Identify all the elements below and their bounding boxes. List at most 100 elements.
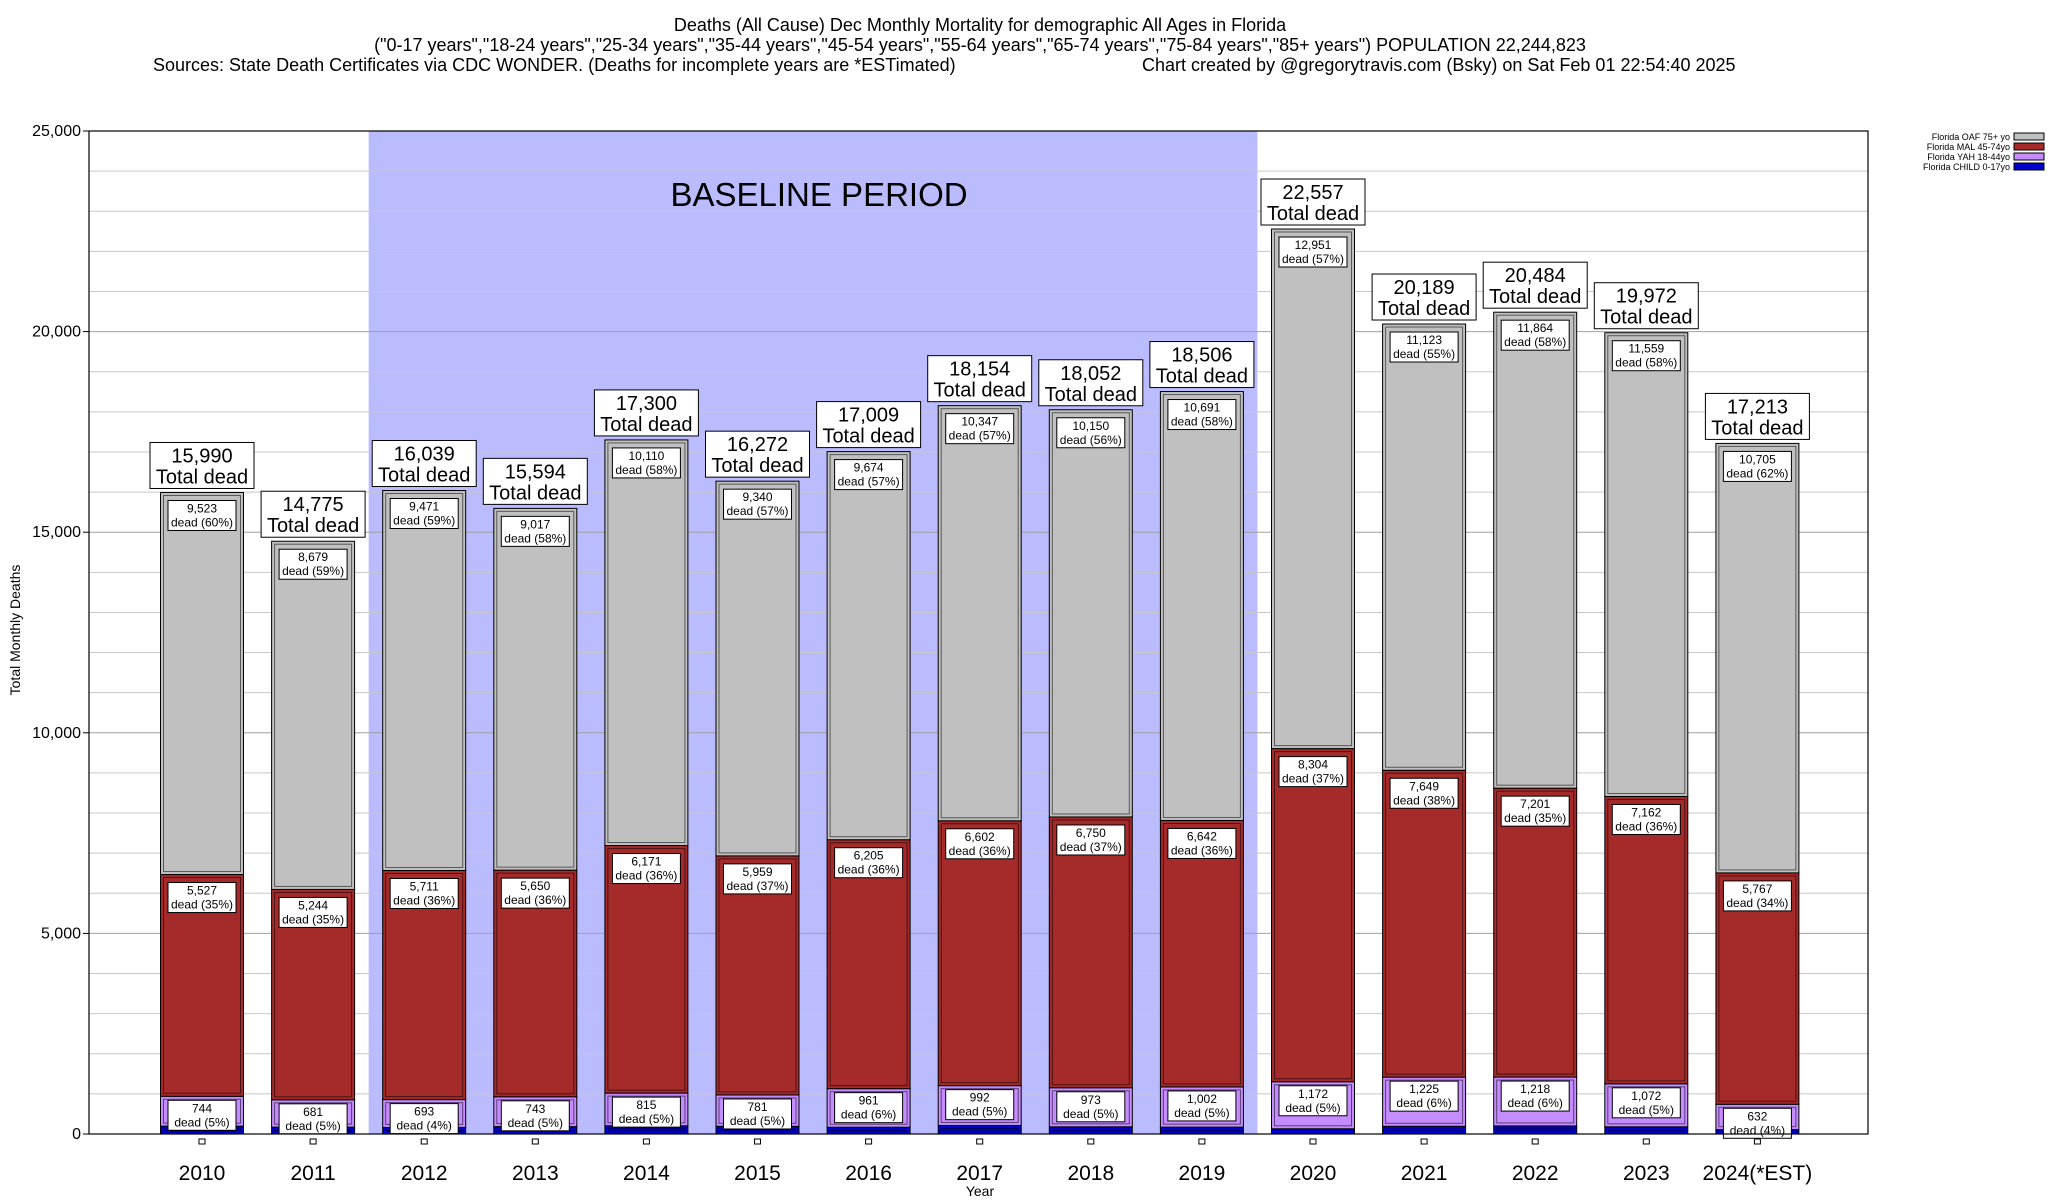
segment-label-box — [1056, 824, 1126, 856]
segment-value-label: 961 — [859, 1094, 879, 1108]
segment-percent-label: dead (37%) — [726, 879, 788, 893]
bar-segment — [826, 451, 911, 841]
segment-value-label: 973 — [1081, 1093, 1101, 1107]
bar-segment — [1271, 1128, 1355, 1135]
x-tick-label: 2011 — [291, 1162, 336, 1185]
legend-swatch — [2013, 132, 2045, 141]
x-tick-label: 2022 — [1512, 1162, 1559, 1185]
total-suffix-label: Total dead — [1045, 384, 1137, 406]
bar-segment — [937, 1124, 1022, 1135]
total-label-box — [1593, 282, 1699, 330]
x-tick-label: 2013 — [512, 1162, 559, 1185]
segment-label-box — [723, 488, 792, 520]
total-label-box — [260, 490, 366, 538]
legend-label: Florida YAH 18-44yo — [1927, 152, 2010, 162]
segment-value-label: 11,123 — [1406, 333, 1442, 347]
legend-swatch — [2013, 152, 2045, 161]
bar-segment-inner-border — [607, 1128, 686, 1132]
total-value-label: 14,775 — [283, 494, 344, 516]
segment-value-label: 6,602 — [965, 830, 995, 844]
legend-label: Florida MAL 45-74yo — [1927, 142, 2010, 152]
segment-label-box — [611, 447, 681, 479]
bar-segment-inner-border — [1051, 1129, 1130, 1132]
bar-segment-inner-border — [940, 408, 1019, 819]
segment-value-label: 5,527 — [187, 884, 217, 898]
segment-value-label: 693 — [414, 1105, 434, 1119]
x-tick-label: 2014 — [623, 1162, 670, 1185]
legend-label: Florida CHILD 0-17yo — [1923, 162, 2010, 172]
segment-value-label: 1,072 — [1631, 1089, 1661, 1103]
total-suffix-label: Total dead — [1378, 298, 1470, 320]
chart-credit-line: Chart created by @gregorytravis.com (Bsk… — [1142, 55, 1736, 75]
bar-segment-inner-border — [1607, 1129, 1686, 1132]
total-value-label: 17,300 — [616, 393, 677, 415]
segment-percent-label: dead (59%) — [282, 564, 344, 578]
total-label-box — [1149, 341, 1255, 389]
segment-value-label: 9,523 — [187, 501, 217, 515]
segment-percent-label: dead (59%) — [393, 514, 455, 528]
segment-value-label: 7,201 — [1520, 797, 1550, 811]
segment-value-label: 1,172 — [1298, 1087, 1328, 1101]
bar-segment-inner-border — [1607, 335, 1686, 794]
segment-label-box — [1389, 331, 1459, 363]
x-tick-label: 2019 — [1179, 1162, 1226, 1185]
total-suffix-label: Total dead — [1267, 203, 1359, 225]
segment-label-box — [1167, 399, 1237, 431]
segment-label-box — [1167, 1090, 1237, 1122]
segment-percent-label: dead (37%) — [1282, 772, 1344, 786]
total-value-label: 17,213 — [1727, 396, 1788, 418]
y-tick-label: 25,000 — [32, 123, 81, 140]
bar-segment — [1159, 819, 1244, 1088]
segment-value-label: 781 — [747, 1100, 767, 1114]
segment-label-box — [500, 877, 570, 909]
segment-percent-label: dead (58%) — [1615, 356, 1677, 370]
bar-segment — [1159, 391, 1244, 821]
total-value-label: 18,154 — [949, 359, 1010, 381]
legend-label: Florida OAF 75+ yo — [1932, 132, 2010, 142]
segment-percent-label: dead (36%) — [838, 863, 900, 877]
total-suffix-label: Total dead — [156, 466, 248, 488]
total-value-label: 16,272 — [727, 434, 788, 456]
segment-value-label: 9,674 — [854, 461, 884, 475]
bar-segment-inner-border — [1051, 412, 1130, 815]
segment-value-label: 6,642 — [1187, 829, 1217, 843]
segment-value-label: 5,711 — [410, 879, 439, 893]
bar-segment-inner-border — [1051, 1090, 1130, 1125]
bar-segment-inner-border — [1385, 772, 1464, 1075]
segment-percent-label: dead (57%) — [949, 429, 1011, 443]
bar-segment-inner-border — [607, 848, 686, 1091]
bar-segment — [1604, 332, 1689, 797]
segment-percent-label: dead (6%) — [1508, 1096, 1563, 1110]
total-suffix-label: Total dead — [1711, 417, 1803, 439]
bar-segment — [1048, 1126, 1133, 1135]
segment-value-label: 9,340 — [742, 490, 772, 504]
bar-segment-inner-border — [940, 1088, 1019, 1123]
segment-percent-label: dead (57%) — [838, 475, 900, 489]
bar-segment — [1271, 228, 1355, 750]
segment-percent-label: dead (58%) — [1171, 415, 1233, 429]
bar-segment-inner-border — [829, 1129, 908, 1132]
segment-label-box — [1500, 795, 1570, 827]
segment-percent-label: dead (62%) — [1726, 466, 1788, 480]
bar-segment — [1604, 795, 1689, 1085]
total-label-box — [1260, 178, 1366, 226]
segment-percent-label: dead (36%) — [949, 844, 1011, 858]
segment-percent-label: dead (36%) — [1171, 843, 1233, 857]
x-tick-marker — [754, 1138, 761, 1145]
bar-segment-inner-border — [1385, 1128, 1464, 1132]
segment-label-box — [278, 896, 348, 928]
x-tick-marker — [642, 1138, 650, 1145]
bar-segment-inner-border — [829, 454, 908, 838]
segment-value-label: 5,959 — [742, 865, 772, 879]
segment-percent-label: dead (5%) — [730, 1114, 785, 1128]
bar-segment-inner-border — [385, 493, 464, 868]
total-label-box — [593, 389, 699, 437]
segment-value-label: 9,471 — [409, 500, 439, 514]
segment-label-box — [1722, 1107, 1792, 1139]
segment-label-box — [1389, 777, 1459, 809]
total-label-box — [1482, 261, 1588, 309]
segment-label-box — [1611, 1087, 1681, 1119]
segment-label-box — [1722, 880, 1792, 912]
segment-value-label: 744 — [192, 1101, 212, 1115]
